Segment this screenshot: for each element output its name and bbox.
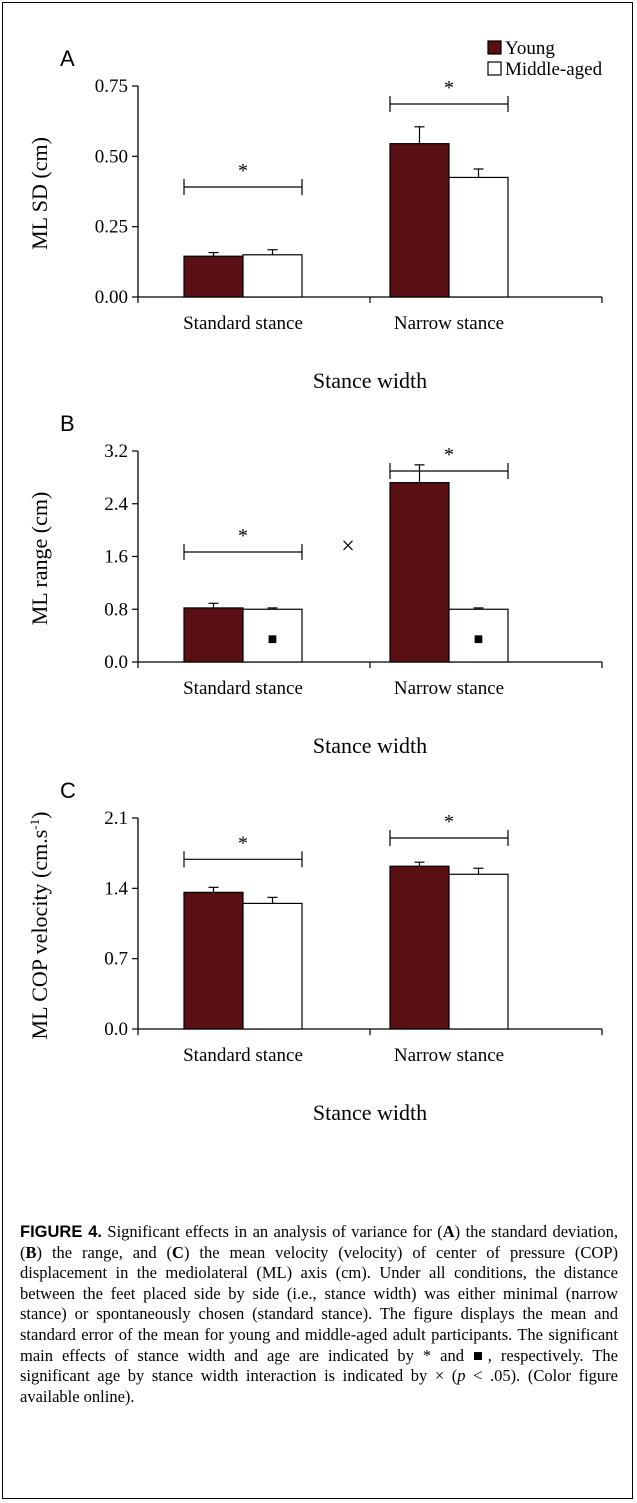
stance-significance-marker: * [238,832,248,854]
panel-c: C 0.0 0.7 1.4 2.1 ML COP velocity (cm.s-1) Sta… [27,778,603,1125]
bar-middle-aged [448,873,509,1030]
age-significance-marker: ■ [474,631,484,648]
caption-text-4: ) the mean velocity (velocity) of center… [20,1242,618,1386]
caption-ref-b: B [25,1242,37,1262]
x-category-label: Standard stance [183,313,303,334]
caption-text-5: < .05). (Color figure available online). [20,1366,618,1406]
bar-middle-aged [242,254,303,298]
bar-young [183,255,244,298]
bar-middle-aged [242,608,303,663]
legend-label: Young [505,38,555,59]
legend-label: Middle-aged [505,59,603,80]
y-axis-label-close: ) [27,812,52,819]
panel-a: A 0.00 0.25 0.50 0.75 ML SD (cm) Standard stan… [27,38,603,393]
y-axis-label: ML COP velocity (cm.s-1) [27,812,52,1040]
panel-letter: A [60,46,75,71]
figure-4-charts: A 0.00 0.25 0.50 0.75 ML SD (cm) Standard stan… [27,38,603,1125]
stance-significance-marker: * [238,525,248,547]
y-tick-label: 0.8 [104,599,128,620]
y-tick-label: 0.00 [95,287,128,308]
y-tick-label: 0.7 [104,949,128,970]
y-tick-label: 0.0 [104,1019,128,1040]
y-axis-label-sup: -1 [27,819,42,830]
caption-ref-a: A [442,1222,455,1241]
y-tick-label: 0.50 [95,146,128,167]
bar-young [183,607,244,663]
y-tick-label: 1.6 [104,547,128,568]
caption-text-1: Significant effects in an analysis of va… [101,1222,443,1241]
caption-label: FIGURE 4. [20,1223,102,1241]
stance-significance-marker: * [444,811,454,833]
x-category-label: Narrow stance [394,313,504,334]
panel-letter: B [60,411,75,436]
x-category-label: Standard stance [183,678,303,699]
stance-significance-marker: * [444,444,454,466]
y-tick-label: 2.4 [104,494,128,515]
caption-ref-c: C [172,1242,184,1262]
x-category-label: Narrow stance [394,1045,504,1066]
y-axis-label: ML SD (cm) [27,137,52,250]
legend-swatch [487,40,502,55]
x-category-label: Narrow stance [394,678,504,699]
x-axis-title: Stance width [313,368,427,393]
y-tick-label: 0.25 [95,217,128,238]
y-tick-label: 2.1 [104,808,128,829]
bar-young [389,482,450,663]
interaction-marker: × [341,534,355,560]
stance-significance-marker: * [444,77,454,99]
x-axis-title: Stance width [313,733,427,758]
x-axis-title: Stance width [313,1100,427,1125]
y-axis-label: ML range (cm) [27,492,52,626]
legend-swatch [487,61,502,76]
stance-significance-marker: * [238,160,248,182]
bar-middle-aged [242,902,303,1030]
caption-text-3: ) the range, and ( [36,1242,173,1262]
x-category-label: Standard stance [183,1045,303,1066]
caption-text-2: ) the standard deviation, ( [20,1222,619,1262]
caption-p-symbol: p [457,1366,466,1386]
panel-b: B 0.0 0.8 1.6 2.4 3.2 ML range (cm) Standard st… [27,411,603,758]
y-tick-label: 0.75 [95,76,128,97]
bar-young [389,865,450,1030]
bar-young [183,891,244,1030]
y-tick-label: 3.2 [104,441,128,462]
bar-middle-aged [448,608,509,663]
y-tick-label: 1.4 [104,878,128,899]
bar-middle-aged [448,176,509,298]
y-tick-label: 0.0 [104,652,128,673]
bar-young [389,143,450,298]
age-significance-marker: ■ [268,631,278,648]
panel-letter: C [60,778,76,803]
figure-caption: FIGURE 4. Significant effects in an anal… [20,1222,618,1407]
